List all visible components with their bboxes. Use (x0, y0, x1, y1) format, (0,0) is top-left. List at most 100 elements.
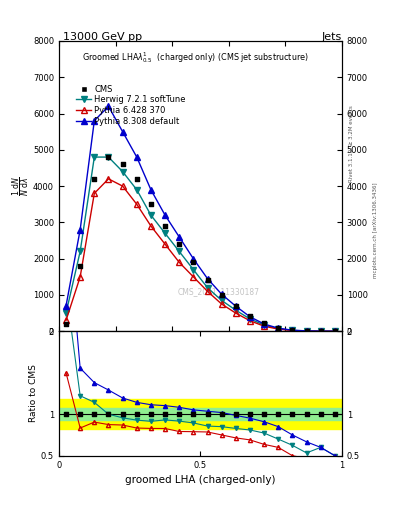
Pythia 8.308 default (106, 103, 111, 110)
Pythia 8.308 default (92, 118, 97, 124)
Point (303, 410, 310, 418)
Pythia 6.428 370 (233, 310, 238, 316)
CMS (63, 320, 69, 328)
Y-axis label: $\frac{1}{N}\frac{\mathrm{d}N}{\mathrm{d}\lambda}$: $\frac{1}{N}\frac{\mathrm{d}N}{\mathrm{d… (10, 176, 31, 196)
Pythia 6.428 370 (191, 274, 196, 280)
Point (332, 410, 338, 418)
CMS (176, 240, 182, 248)
CMS (119, 160, 126, 168)
Pythia 8.308 default (290, 327, 295, 333)
Point (148, 410, 154, 418)
Pythia 8.308 default (219, 291, 224, 297)
Point (77, 410, 83, 418)
CMS (219, 291, 225, 299)
Pythia 8.308 default (149, 187, 153, 193)
Point (204, 410, 211, 418)
Pythia 8.308 default (248, 314, 252, 320)
Pythia 8.308 default (205, 275, 210, 282)
CMS (261, 319, 267, 327)
CMS (204, 276, 211, 285)
Text: Jets: Jets (321, 32, 342, 42)
CMS (303, 327, 310, 335)
Herwig 7.2.1 softTune (78, 248, 83, 254)
Herwig 7.2.1 softTune (177, 248, 182, 254)
Herwig 7.2.1 softTune (134, 187, 139, 193)
Herwig 7.2.1 softTune (163, 230, 167, 237)
Pythia 6.428 370 (78, 274, 83, 280)
Herwig 7.2.1 softTune (219, 297, 224, 304)
Herwig 7.2.1 softTune (290, 327, 295, 333)
Herwig 7.2.1 softTune (304, 328, 309, 334)
Point (190, 410, 196, 418)
CMS (190, 258, 196, 266)
Point (134, 410, 140, 418)
Pythia 6.428 370 (177, 259, 182, 265)
Pythia 8.308 default (304, 328, 309, 334)
Herwig 7.2.1 softTune (262, 322, 266, 328)
Text: CMS_2021_11330187: CMS_2021_11330187 (178, 287, 260, 296)
Herwig 7.2.1 softTune (248, 316, 252, 322)
Pythia 6.428 370 (120, 183, 125, 189)
CMS (247, 312, 253, 320)
Text: Groomed LHA$\lambda^1_{0.5}$  (charged only) (CMS jet substructure): Groomed LHA$\lambda^1_{0.5}$ (charged on… (82, 50, 309, 65)
CMS (233, 302, 239, 310)
Herwig 7.2.1 softTune (205, 285, 210, 291)
Point (219, 410, 225, 418)
Pythia 8.308 default (163, 212, 167, 218)
Pythia 6.428 370 (262, 323, 266, 329)
Pythia 6.428 370 (304, 328, 309, 334)
Pythia 8.308 default (177, 234, 182, 240)
CMS (332, 327, 338, 335)
Pythia 8.308 default (276, 325, 281, 331)
Point (91, 410, 97, 418)
Herwig 7.2.1 softTune (191, 267, 196, 273)
CMS (77, 262, 83, 270)
Pythia 6.428 370 (248, 317, 252, 324)
CMS (162, 222, 168, 230)
Pythia 6.428 370 (318, 328, 323, 334)
Point (289, 410, 296, 418)
Line: Pythia 6.428 370: Pythia 6.428 370 (63, 176, 338, 334)
Pythia 6.428 370 (149, 223, 153, 229)
Pythia 6.428 370 (134, 201, 139, 207)
Pythia 8.308 default (191, 255, 196, 262)
Pythia 6.428 370 (205, 288, 210, 294)
Point (318, 410, 324, 418)
Herwig 7.2.1 softTune (149, 212, 153, 218)
Text: mcplots.cern.ch [arXiv:1306.3436]: mcplots.cern.ch [arXiv:1306.3436] (373, 183, 378, 278)
CMS (134, 175, 140, 183)
Point (233, 410, 239, 418)
Pythia 8.308 default (64, 303, 68, 309)
Herwig 7.2.1 softTune (276, 326, 281, 332)
Text: Rivet 3.1.10, ≥ 3.2M events: Rivet 3.1.10, ≥ 3.2M events (349, 105, 354, 182)
Pythia 6.428 370 (276, 326, 281, 332)
Point (176, 410, 182, 418)
Herwig 7.2.1 softTune (332, 328, 337, 334)
Pythia 8.308 default (233, 303, 238, 309)
Point (105, 410, 112, 418)
Legend: CMS, Herwig 7.2.1 softTune, Pythia 6.428 370, Pythia 8.308 default: CMS, Herwig 7.2.1 softTune, Pythia 6.428… (73, 81, 189, 129)
Herwig 7.2.1 softTune (92, 154, 97, 160)
X-axis label: groomed LHA (charged-only): groomed LHA (charged-only) (125, 475, 275, 485)
Pythia 6.428 370 (163, 241, 167, 247)
Point (63, 410, 69, 418)
CMS (148, 200, 154, 208)
Pythia 8.308 default (262, 321, 266, 327)
Pythia 8.308 default (332, 328, 337, 334)
Pythia 6.428 370 (106, 176, 111, 182)
Herwig 7.2.1 softTune (64, 310, 68, 316)
Point (275, 410, 281, 418)
Pythia 6.428 370 (219, 301, 224, 307)
Pythia 8.308 default (78, 227, 83, 233)
Line: Herwig 7.2.1 softTune: Herwig 7.2.1 softTune (63, 154, 338, 334)
Line: Pythia 8.308 default: Pythia 8.308 default (63, 103, 338, 334)
Point (119, 410, 126, 418)
Herwig 7.2.1 softTune (318, 328, 323, 334)
Y-axis label: Ratio to CMS: Ratio to CMS (29, 365, 38, 422)
Pythia 6.428 370 (332, 328, 337, 334)
CMS (289, 326, 296, 334)
Pythia 8.308 default (134, 154, 139, 160)
Herwig 7.2.1 softTune (233, 307, 238, 313)
Point (261, 410, 267, 418)
Pythia 6.428 370 (64, 317, 68, 324)
